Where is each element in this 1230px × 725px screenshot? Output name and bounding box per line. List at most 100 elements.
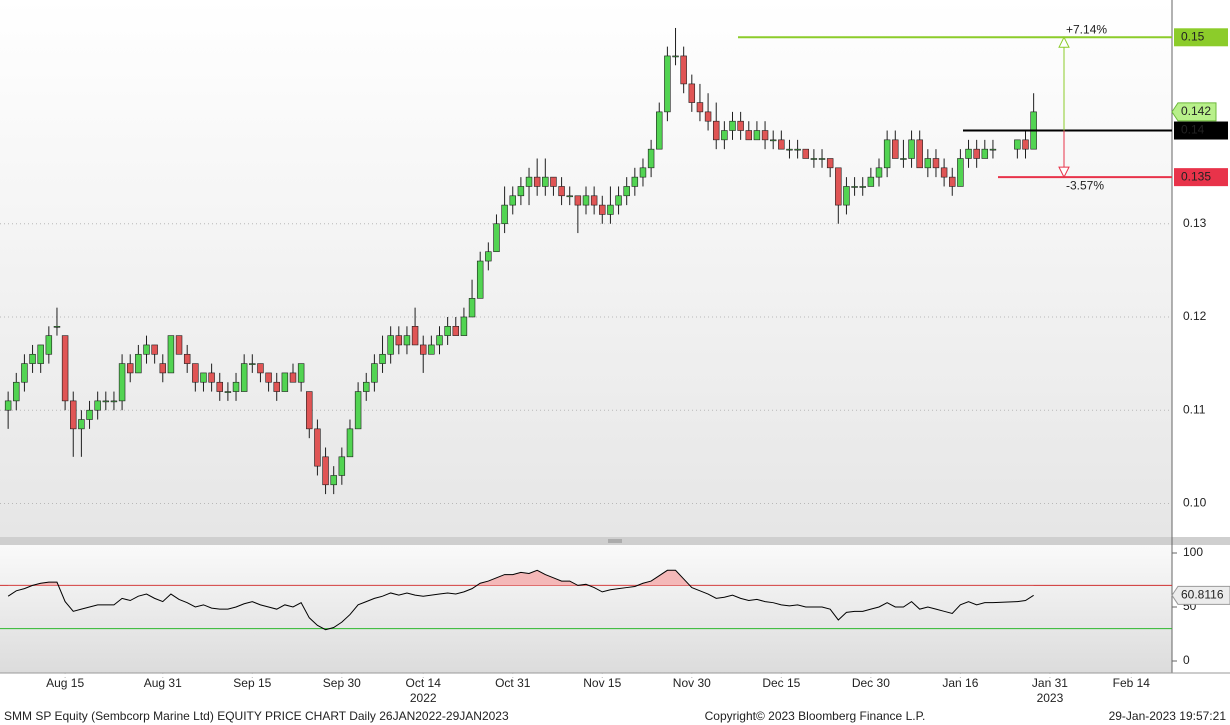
candle-body xyxy=(200,372,207,383)
candle-body xyxy=(680,55,687,85)
rsi-last-label: 60.8116 xyxy=(1181,587,1224,601)
x-tick-label: Sep 30 xyxy=(323,676,361,690)
candle-body xyxy=(94,400,101,411)
candle-body xyxy=(737,120,744,131)
candle-body xyxy=(908,139,915,159)
candle-body xyxy=(444,326,451,336)
candle-body xyxy=(656,111,663,150)
candle-body xyxy=(794,148,801,151)
candle-body xyxy=(21,363,28,383)
candle-body xyxy=(786,148,793,151)
year-label: 2023 xyxy=(1037,691,1064,705)
x-tick-label: Dec 30 xyxy=(852,676,890,690)
candle-body xyxy=(696,102,704,113)
candle-body xyxy=(493,223,500,253)
candle-body xyxy=(1022,139,1029,150)
candle-body xyxy=(257,363,264,374)
candle-body xyxy=(574,195,582,206)
candle-body xyxy=(53,326,61,328)
candle-body xyxy=(623,186,630,197)
candle-body xyxy=(354,391,362,430)
candle-body xyxy=(110,400,118,403)
candle-body xyxy=(533,176,541,187)
candle-body xyxy=(419,344,427,355)
x-tick-label: Nov 30 xyxy=(673,676,711,690)
candle-body xyxy=(395,335,403,346)
candle-body xyxy=(900,158,907,160)
candle-body xyxy=(460,316,468,336)
plot-layer: 0.10 0.11 0.12 0.13 Aug 15 Aug 31 Sep 15 Sep 30… xyxy=(0,22,1230,705)
candle-body xyxy=(851,186,858,188)
candle-body xyxy=(607,204,614,215)
x-tick-label: Oct 14 xyxy=(406,676,442,690)
candle-body xyxy=(712,120,720,141)
candle-body xyxy=(126,363,134,374)
y-tick-label: 0.13 xyxy=(1183,216,1207,230)
candle-body xyxy=(826,158,834,169)
last-price-label: 0.142 xyxy=(1181,104,1211,118)
candle-body xyxy=(29,353,36,364)
candle-body xyxy=(566,195,573,198)
candle-body xyxy=(428,344,435,355)
candle-body xyxy=(183,353,191,364)
candle-body xyxy=(273,381,280,392)
candle-body xyxy=(867,176,875,187)
candle-body xyxy=(639,167,647,178)
price-pane xyxy=(0,0,1172,537)
candle-body xyxy=(1014,139,1021,150)
candle-body xyxy=(957,158,964,187)
x-tick-label: Jan 16 xyxy=(942,676,978,690)
y-tick-label: 100 xyxy=(1183,545,1203,559)
candle-body xyxy=(582,195,590,206)
candle-body xyxy=(192,363,199,383)
candle-body xyxy=(981,148,989,159)
level-label: 0.15 xyxy=(1181,29,1205,43)
level-box xyxy=(1174,28,1228,47)
overbought-shading xyxy=(8,570,1034,586)
y-tick-label: 0.11 xyxy=(1183,402,1206,416)
annotation: +7.14% xyxy=(1066,22,1107,36)
candle-body xyxy=(721,130,728,141)
candle-body xyxy=(590,195,598,206)
candle-body xyxy=(989,148,997,151)
candle-body xyxy=(208,372,215,383)
candle-body xyxy=(761,130,769,141)
candle-body xyxy=(151,344,158,355)
candle-body xyxy=(916,139,923,169)
y-tick-label: 0.10 xyxy=(1183,496,1207,510)
candle-body xyxy=(501,204,508,225)
annotation: -3.57% xyxy=(1066,178,1104,192)
candle-body xyxy=(615,195,622,206)
candle-body xyxy=(346,428,354,458)
candle-body xyxy=(769,139,777,142)
candle-body xyxy=(411,326,419,346)
candle-body xyxy=(525,176,533,187)
candle-body xyxy=(599,204,606,215)
candle-body xyxy=(778,139,785,150)
candle-body xyxy=(729,120,736,131)
x-tick-label: Feb 14 xyxy=(1113,676,1151,690)
candle-body xyxy=(135,353,142,374)
candle-body xyxy=(875,167,883,178)
candle-body xyxy=(61,335,69,402)
candle-body xyxy=(664,55,671,113)
candle-body xyxy=(281,372,289,392)
candle-body xyxy=(289,372,297,383)
candle-body xyxy=(143,344,150,355)
candle-body xyxy=(249,363,256,365)
x-tick-label: Oct 31 xyxy=(495,676,531,690)
candle-body xyxy=(753,130,761,141)
candle-body xyxy=(647,148,655,169)
last-price-box xyxy=(1171,102,1217,122)
candle-body xyxy=(379,353,386,364)
footer-left: SMM SP Equity (Sembcorp Marine Ltd) EQUI… xyxy=(4,709,509,723)
candle-body xyxy=(216,381,223,392)
candle-body xyxy=(704,111,712,122)
candle-body xyxy=(509,195,516,206)
level-label: 0.14 xyxy=(1181,123,1205,137)
candle-body xyxy=(232,381,240,392)
candle-body xyxy=(322,456,329,486)
candle-body xyxy=(485,251,492,262)
candle-body xyxy=(224,391,232,393)
